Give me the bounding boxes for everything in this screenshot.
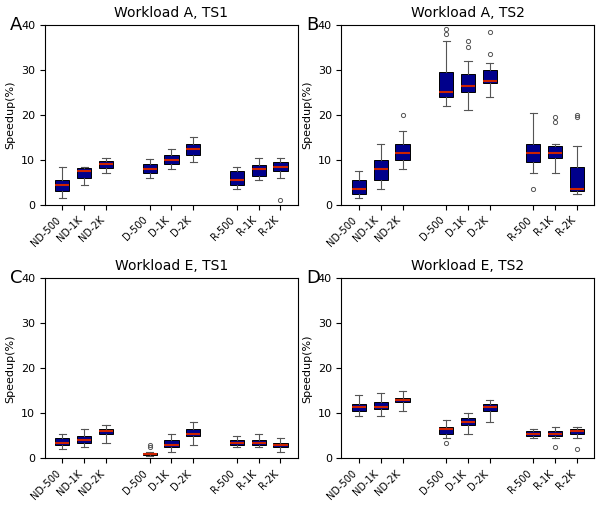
Y-axis label: Speedup(%): Speedup(%) xyxy=(302,334,312,403)
PathPatch shape xyxy=(186,429,200,436)
PathPatch shape xyxy=(230,441,244,445)
PathPatch shape xyxy=(482,405,497,411)
Y-axis label: Speedup(%): Speedup(%) xyxy=(5,334,16,403)
Y-axis label: Speedup(%): Speedup(%) xyxy=(302,81,312,149)
PathPatch shape xyxy=(548,431,562,436)
PathPatch shape xyxy=(461,418,475,425)
PathPatch shape xyxy=(439,72,453,97)
PathPatch shape xyxy=(374,402,388,409)
PathPatch shape xyxy=(570,429,584,433)
PathPatch shape xyxy=(55,180,70,192)
Title: Workload E, TS2: Workload E, TS2 xyxy=(412,259,524,273)
Text: D: D xyxy=(306,269,320,287)
PathPatch shape xyxy=(230,171,244,185)
PathPatch shape xyxy=(526,144,541,162)
Text: C: C xyxy=(10,269,22,287)
PathPatch shape xyxy=(482,70,497,84)
PathPatch shape xyxy=(352,180,366,194)
PathPatch shape xyxy=(274,162,287,171)
PathPatch shape xyxy=(164,156,179,164)
PathPatch shape xyxy=(274,443,287,447)
PathPatch shape xyxy=(461,75,475,92)
PathPatch shape xyxy=(526,431,541,436)
Title: Workload A, TS2: Workload A, TS2 xyxy=(411,6,525,20)
Title: Workload E, TS1: Workload E, TS1 xyxy=(115,259,228,273)
PathPatch shape xyxy=(251,441,266,445)
PathPatch shape xyxy=(374,160,388,180)
Text: B: B xyxy=(306,16,319,34)
PathPatch shape xyxy=(143,453,157,455)
Title: Workload A, TS1: Workload A, TS1 xyxy=(115,6,229,20)
PathPatch shape xyxy=(77,436,91,443)
PathPatch shape xyxy=(99,429,113,433)
PathPatch shape xyxy=(55,438,70,445)
PathPatch shape xyxy=(395,397,410,402)
PathPatch shape xyxy=(77,168,91,178)
PathPatch shape xyxy=(395,144,410,160)
PathPatch shape xyxy=(143,164,157,172)
PathPatch shape xyxy=(352,405,366,411)
PathPatch shape xyxy=(186,144,200,156)
PathPatch shape xyxy=(164,441,179,447)
PathPatch shape xyxy=(251,165,266,176)
PathPatch shape xyxy=(99,161,113,168)
PathPatch shape xyxy=(548,147,562,158)
PathPatch shape xyxy=(570,167,584,192)
Y-axis label: Speedup(%): Speedup(%) xyxy=(5,81,16,149)
PathPatch shape xyxy=(439,427,453,433)
Text: A: A xyxy=(10,16,22,34)
